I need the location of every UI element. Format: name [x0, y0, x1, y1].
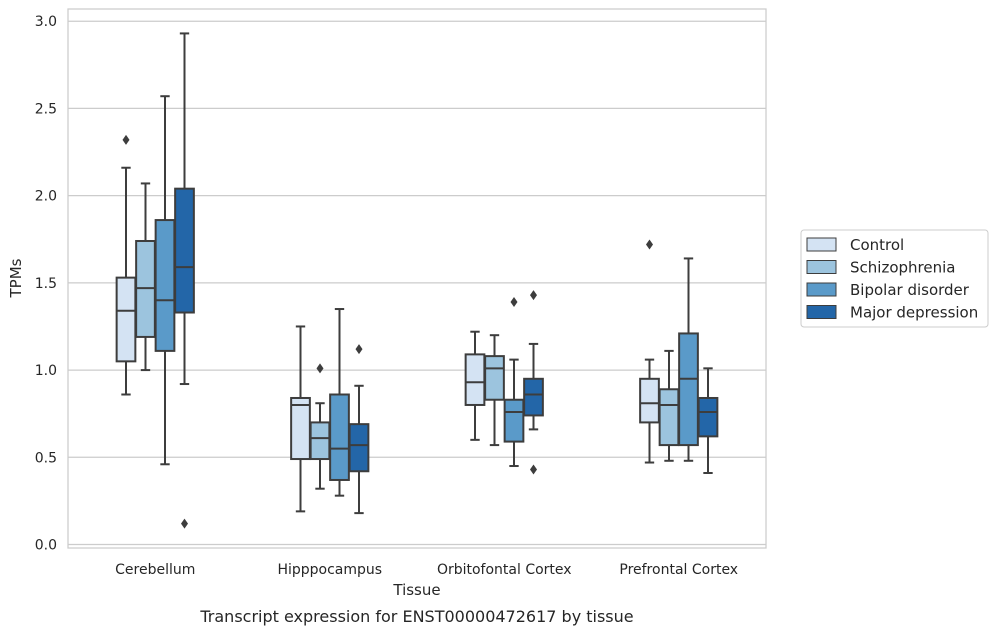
x-tick-label: Cerebellum	[115, 562, 195, 578]
plot-frame	[67, 8, 767, 549]
chart-caption: Transcript expression for ENST0000047261…	[199, 607, 633, 626]
box	[464, 353, 486, 406]
box-group	[523, 290, 544, 475]
legend-swatch	[806, 305, 837, 319]
box-group	[290, 325, 311, 513]
legend-frame	[800, 229, 989, 328]
x-tick-label: Orbitofontal Cortex	[437, 562, 572, 578]
box	[523, 377, 544, 417]
outlier-point	[530, 290, 537, 301]
box	[115, 276, 137, 363]
box	[154, 219, 176, 352]
outlier-point	[510, 297, 518, 308]
y-tick-label: 1.5	[35, 276, 57, 292]
box-group	[484, 334, 505, 447]
y-axis-label: TPMs	[7, 258, 25, 298]
legend-swatch	[806, 282, 837, 297]
box-group	[309, 363, 331, 490]
box-group	[464, 330, 486, 441]
outlier-point	[122, 134, 130, 145]
y-tick-labels: 0.0 0.5 1.0 1.5 2.0 2.5 3.0	[35, 14, 57, 553]
outlier-point	[646, 239, 653, 250]
legend-swatch	[806, 237, 837, 252]
y-tick-label: 0.0	[35, 538, 57, 554]
box-group	[135, 182, 156, 372]
box-plot-area	[115, 32, 719, 529]
outlier-point	[316, 363, 324, 374]
box	[503, 398, 525, 443]
y-tick-label: 3.0	[35, 14, 57, 30]
outlier-point	[355, 344, 363, 355]
box	[658, 388, 680, 447]
box-group	[154, 95, 176, 466]
box	[329, 393, 350, 481]
box	[484, 355, 505, 401]
y-tick-label: 2.5	[35, 101, 57, 117]
legend-label: Bipolar disorder	[850, 281, 970, 299]
y-tick-label: 2.0	[35, 189, 57, 205]
box	[697, 396, 719, 438]
box-group	[658, 349, 680, 462]
box-group	[639, 239, 660, 464]
y-tick-label: 0.5	[35, 450, 57, 466]
box	[348, 423, 370, 473]
box-group	[329, 308, 350, 497]
box-group	[503, 297, 525, 468]
box	[639, 377, 660, 424]
box	[174, 187, 195, 314]
legend-label: Control	[850, 236, 904, 254]
outlier-point	[181, 518, 188, 529]
legend-label: Major depression	[850, 304, 978, 322]
outlier-point	[530, 464, 537, 475]
legend: Control Schizophrenia Bipolar disorder Majo…	[800, 229, 989, 328]
legend-label: Schizophrenia	[850, 259, 955, 277]
box	[309, 421, 331, 461]
box-group	[697, 367, 719, 474]
x-axis-label: Tissue	[392, 581, 440, 599]
box-group	[678, 257, 699, 462]
x-tick-label: Prefrontal Cortex	[619, 562, 738, 578]
box-group	[348, 344, 370, 515]
box	[678, 332, 699, 447]
x-tick-labels: Cerebellum Hipppocampus Orbitofontal Corte…	[115, 562, 738, 578]
box-group	[115, 134, 137, 396]
legend-swatch	[806, 260, 837, 274]
box-group	[174, 32, 195, 529]
y-tick-label: 1.0	[35, 363, 57, 379]
x-tick-label: Hipppocampus	[277, 562, 382, 578]
box	[290, 396, 311, 461]
